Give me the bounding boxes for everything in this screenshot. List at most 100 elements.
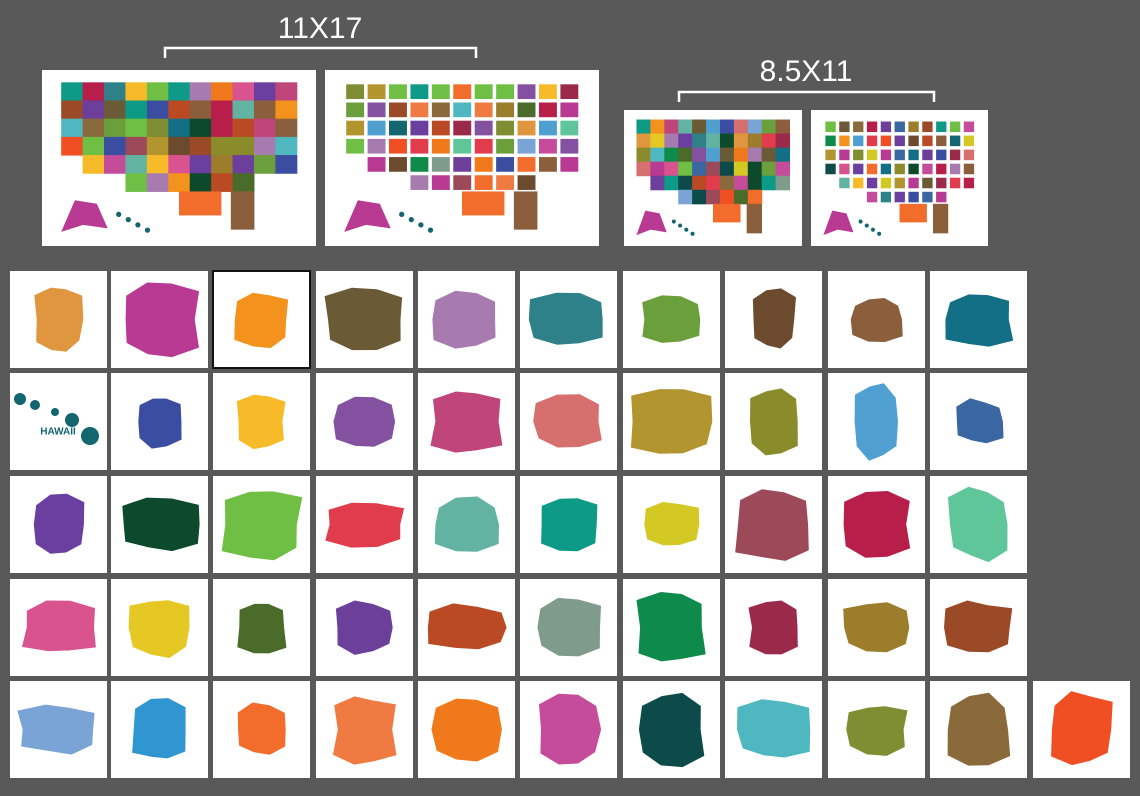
map-state [517, 84, 536, 100]
map-state [839, 163, 850, 175]
map-state [894, 121, 905, 133]
map-state [747, 133, 763, 149]
map-state [853, 135, 864, 147]
map-state [367, 138, 386, 154]
state-shape [17, 704, 95, 755]
map-state [908, 177, 919, 189]
map-state [747, 119, 763, 135]
map-state [346, 102, 365, 118]
state-shape [34, 287, 84, 352]
map-state [389, 120, 407, 136]
map-state [496, 157, 515, 172]
map-state [746, 203, 762, 234]
map-state [839, 177, 850, 189]
map-island [408, 216, 414, 223]
state-shape [843, 602, 910, 653]
map-state [894, 149, 905, 161]
map-state [706, 119, 721, 135]
state-shape [138, 398, 182, 449]
map-state [560, 102, 579, 118]
map-state [733, 119, 749, 135]
map-state [908, 121, 919, 133]
map-alaska [636, 210, 667, 236]
map-state [513, 191, 538, 230]
map-state [232, 173, 255, 192]
map-state [275, 155, 298, 174]
map-state [894, 191, 905, 203]
map-state [908, 149, 919, 161]
map-state [275, 136, 298, 156]
map-state [853, 149, 864, 161]
map-state [650, 119, 665, 135]
map-state [761, 161, 777, 177]
map-state [733, 147, 749, 163]
map-state [775, 161, 791, 177]
map-state [949, 149, 961, 161]
map-state [496, 138, 515, 154]
map-state [825, 121, 836, 133]
map-state [963, 121, 975, 133]
map-state [125, 118, 148, 138]
state-shape [537, 597, 601, 657]
map-state [922, 163, 933, 175]
map-state [538, 138, 557, 154]
map-state [367, 84, 386, 100]
state-shape [335, 600, 393, 655]
state-shape [427, 603, 507, 650]
map-island [144, 227, 151, 233]
map-state [866, 177, 878, 189]
map-state [431, 102, 450, 118]
state-shape [22, 600, 96, 652]
map-state [453, 138, 472, 154]
map-previews [42, 70, 988, 246]
map-state [104, 118, 126, 138]
map-state [908, 135, 919, 147]
map-state [866, 191, 878, 203]
map-state [922, 177, 933, 189]
map-island [678, 223, 683, 228]
map-state [908, 191, 919, 203]
bracket [163, 46, 478, 58]
map-state [560, 120, 579, 136]
state-shape [14, 393, 26, 405]
map-state [761, 175, 777, 191]
map-state [880, 135, 892, 147]
map-state [168, 155, 191, 174]
map-island [116, 211, 122, 217]
map-state [125, 155, 148, 174]
map-state [775, 175, 791, 191]
map-state [275, 100, 298, 120]
state-shape [636, 592, 706, 662]
map-state [706, 147, 721, 163]
map-state [719, 161, 735, 177]
map-state [650, 161, 665, 177]
map-state [733, 189, 749, 205]
map-island [684, 227, 689, 232]
map-state [894, 163, 905, 175]
map-state [474, 157, 493, 172]
map-state [474, 102, 493, 118]
map-state [922, 149, 933, 161]
map-state [168, 118, 191, 138]
map-state [839, 149, 850, 161]
map-state [211, 82, 234, 102]
map-state [389, 138, 407, 154]
state-shape [947, 692, 1011, 766]
map-state [719, 119, 735, 135]
map-state [189, 136, 212, 156]
map-state [650, 133, 665, 149]
map-state [211, 100, 234, 120]
map-state [61, 100, 84, 120]
map-state [866, 163, 878, 175]
map-state [825, 135, 836, 147]
state-shape [630, 389, 713, 454]
state-shape [948, 486, 1008, 563]
map-state [211, 118, 234, 138]
state-shape [843, 491, 911, 558]
map-state [253, 136, 276, 156]
map-state [453, 120, 472, 136]
state-shape [33, 493, 85, 554]
map-state [410, 102, 429, 118]
map-state [936, 177, 947, 189]
map-state [496, 120, 515, 136]
